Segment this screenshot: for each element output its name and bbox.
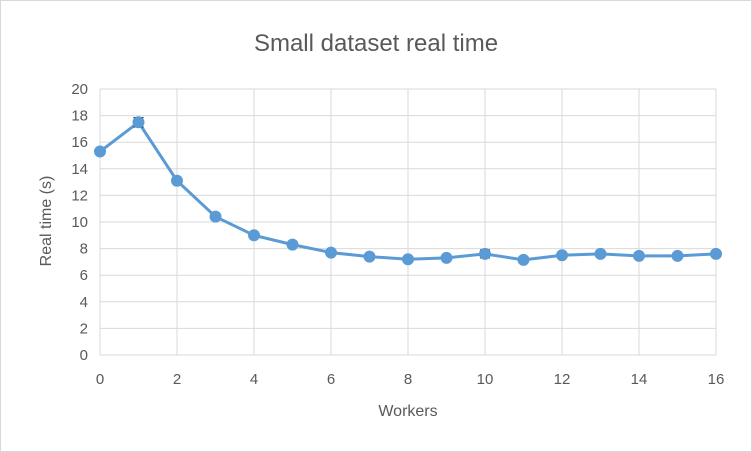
x-tick-label: 4	[250, 371, 258, 388]
grid	[99, 88, 717, 356]
series-group	[94, 116, 722, 266]
data-point	[325, 246, 337, 259]
x-tick-label: 2	[173, 371, 181, 388]
y-tick-label: 10	[71, 214, 88, 231]
y-tick-label: 2	[80, 320, 88, 337]
x-tick-label: 12	[554, 371, 571, 388]
y-tick-label: 8	[80, 241, 88, 258]
y-tick-label: 20	[71, 81, 88, 98]
x-axis-label: Workers	[378, 403, 437, 420]
x-tick-label: 0	[96, 371, 104, 388]
x-tick-label: 8	[404, 371, 412, 388]
data-point	[94, 145, 106, 158]
x-tick-label: 6	[327, 371, 335, 388]
chart-title: Small dataset real time	[254, 30, 498, 57]
data-point	[479, 247, 491, 260]
data-point	[363, 250, 376, 263]
y-tick-label: 4	[80, 294, 88, 311]
data-point	[556, 249, 568, 262]
data-point	[671, 249, 684, 262]
y-tick-label: 6	[80, 267, 88, 284]
data-point	[286, 238, 299, 251]
data-point	[633, 249, 645, 262]
y-tick-label: 16	[71, 134, 88, 151]
y-axis-label: Real time (s)	[38, 176, 55, 267]
data-point	[248, 229, 260, 242]
x-tick-label: 16	[708, 371, 725, 388]
data-point	[440, 251, 453, 264]
x-axis-ticks: 0 2 4 6 8 10 12 14 16	[96, 371, 725, 388]
y-axis-ticks: 0 2 4 6 8 10 12 14 16 18 20	[71, 81, 88, 364]
x-tick-label: 14	[631, 371, 648, 388]
data-point	[171, 174, 183, 187]
data-point	[402, 253, 414, 266]
x-tick-label: 10	[477, 371, 494, 388]
y-tick-label: 12	[71, 187, 88, 204]
data-point	[517, 253, 530, 266]
y-tick-label: 14	[71, 161, 88, 178]
data-point	[594, 247, 607, 260]
data-point	[132, 116, 145, 129]
data-point	[209, 210, 222, 223]
y-tick-label: 18	[71, 108, 88, 125]
data-point	[710, 247, 722, 260]
y-tick-label: 0	[80, 347, 88, 364]
